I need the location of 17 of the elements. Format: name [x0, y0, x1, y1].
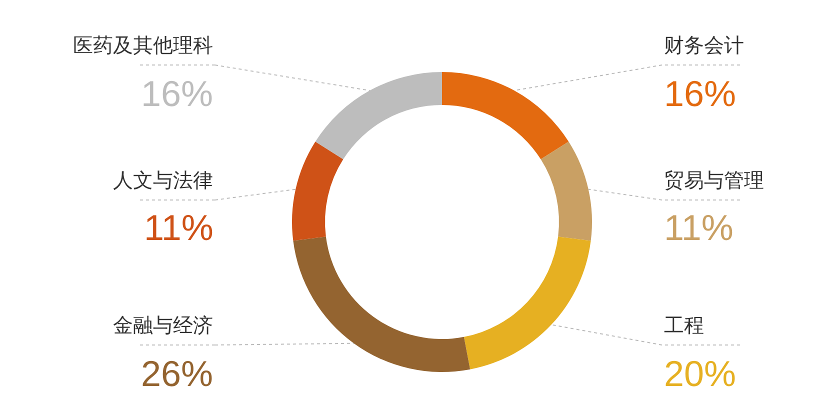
data-label: 16% — [664, 73, 736, 114]
donut-slice — [292, 142, 344, 241]
data-label: 16% — [141, 73, 214, 114]
slice-label: 财务会计 — [664, 33, 744, 57]
donut-slice — [540, 142, 592, 241]
data-label: 26% — [141, 353, 214, 394]
slice-label: 医药及其他理科 — [73, 33, 213, 57]
slice-label: 人文与法律 — [113, 168, 213, 192]
donut-slice — [464, 236, 591, 370]
donut-slice — [293, 236, 470, 372]
slice-label: 金融与经济 — [113, 313, 213, 337]
slice-label: 贸易与管理 — [664, 168, 764, 192]
data-label: 20% — [664, 353, 736, 394]
donut-slice — [442, 72, 569, 160]
data-label: 11% — [664, 207, 734, 248]
slice-label: 工程 — [664, 313, 704, 337]
data-label: 11% — [144, 207, 214, 248]
